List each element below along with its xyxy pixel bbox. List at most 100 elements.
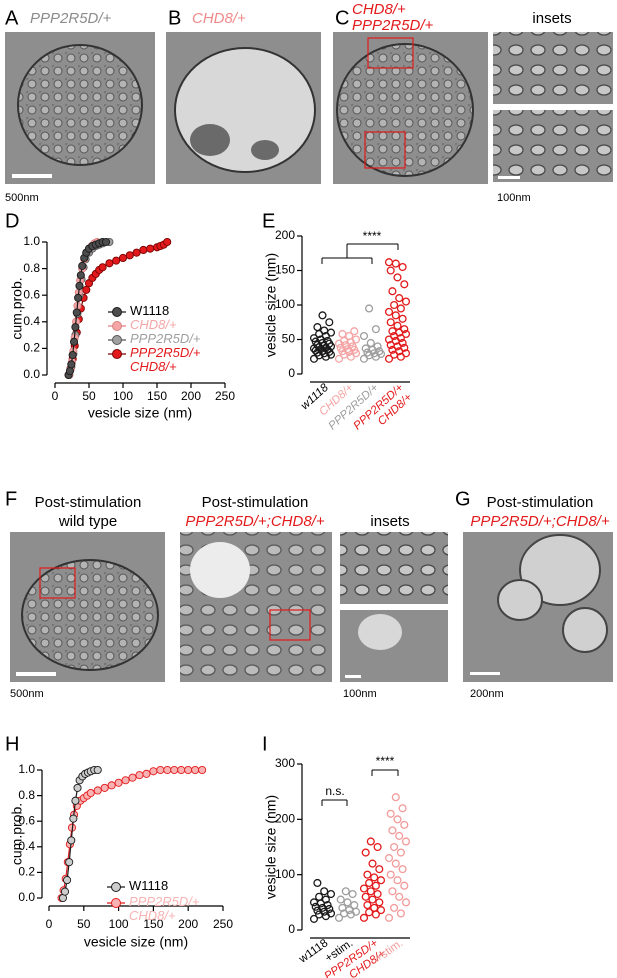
x-tick-label: 250 [215,389,235,403]
data-point [393,273,402,282]
y-tick-label: 1.0 [23,234,40,248]
data-point [395,294,404,303]
label-box: CHD8/+ [130,317,177,332]
scale-label: 100nm [497,192,531,204]
y-tick-label: 300 [275,756,295,770]
y-tick-label: 1.0 [18,762,35,776]
data-point [368,859,377,868]
data-point [112,256,121,265]
label-box: PPP2R5D/+ CHD8/+ [130,346,200,374]
insets-title: insets [532,10,571,27]
em-image [463,532,613,682]
data-point [388,826,397,835]
y-tick-label: 0.0 [18,890,35,904]
panel-title: Post-stimulation [202,494,309,511]
data-point [156,765,165,775]
data-point [373,842,382,852]
data-point [390,903,399,912]
scale-label: 500nm [10,688,44,700]
y-tick-label: 0.6 [23,287,40,301]
label-box: W1118 [130,303,170,318]
data-point [376,876,386,885]
panel-title: PPP2R5D/+;CHD8/+ [470,513,609,530]
data-point [366,338,375,348]
data-point [390,300,399,310]
data-point [401,297,411,306]
panel-letter: F [5,488,17,510]
data-point [359,884,369,893]
data-point [391,793,400,802]
data-point [93,765,102,775]
panel-title: PPP2R5D/+ [30,10,112,27]
data-point [401,837,411,846]
data-point [398,865,407,874]
panel-letter: B [168,7,181,29]
x-tick-label: 250 [213,917,233,931]
y-tick-label: 0.0 [23,367,40,381]
data-point [365,304,374,313]
em-image [340,532,448,682]
label: PPP2R5D/+ CHD8/+ [129,894,200,923]
panel-title: PPP2R5D/+ [352,17,434,34]
data-point [371,325,380,334]
data-point [338,329,347,339]
data-point [386,318,395,327]
label-box: W1118 [129,879,168,893]
data-point [325,318,334,327]
data-point [321,895,330,904]
data-point [396,909,405,918]
data-point [69,337,79,346]
data-point [398,804,407,813]
data-point [163,237,172,247]
label: CHD8/+ [130,317,177,332]
y-tick-label: 0.4 [23,314,40,328]
data-point [365,908,374,917]
data-point [101,237,111,247]
legend-marker [111,898,121,908]
x-tick-label: 50 [77,917,91,931]
data-point [350,327,359,336]
x-axis-label: vesicle size (nm) [88,405,192,421]
data-point [65,366,75,376]
data-point [75,281,84,290]
data-point [67,360,76,369]
data-point [350,901,359,910]
data-point [320,326,329,335]
data-point [313,323,322,332]
scale-label: 100nm [343,688,377,700]
y-axis-label: cum.prob. [9,277,25,339]
y-axis-label: vesicle size (nm) [263,253,279,357]
em-image [10,532,165,682]
data-point [391,259,400,268]
y-tick-label: 150 [275,263,295,277]
data-point [366,887,375,896]
data-point [396,304,405,313]
data-point [149,767,158,776]
insets-title: insets [370,513,409,530]
y-tick-label: 100 [275,867,295,881]
data-point [351,335,361,344]
legend-marker [112,335,122,345]
data-point [114,778,123,787]
data-point [71,796,80,805]
panel-letter: H [5,733,19,755]
data-point [82,285,91,294]
data-point [393,321,402,330]
x-tick-label: 200 [178,917,198,931]
data-point [400,820,409,829]
data-point [78,261,87,270]
data-point [395,892,404,901]
y-tick-label: 100 [275,297,295,311]
data-point [368,895,377,904]
data-point [135,771,144,780]
data-point [400,280,409,289]
data-point [105,259,114,268]
data-point [391,311,400,320]
x-tick-label: 200 [181,389,201,403]
data-point [65,858,74,867]
label: W1118 [130,303,170,318]
significance-label: n.s. [325,784,344,798]
data-point [139,245,148,255]
panel-letter: C [335,7,349,29]
y-tick-label: 0.8 [23,261,40,275]
